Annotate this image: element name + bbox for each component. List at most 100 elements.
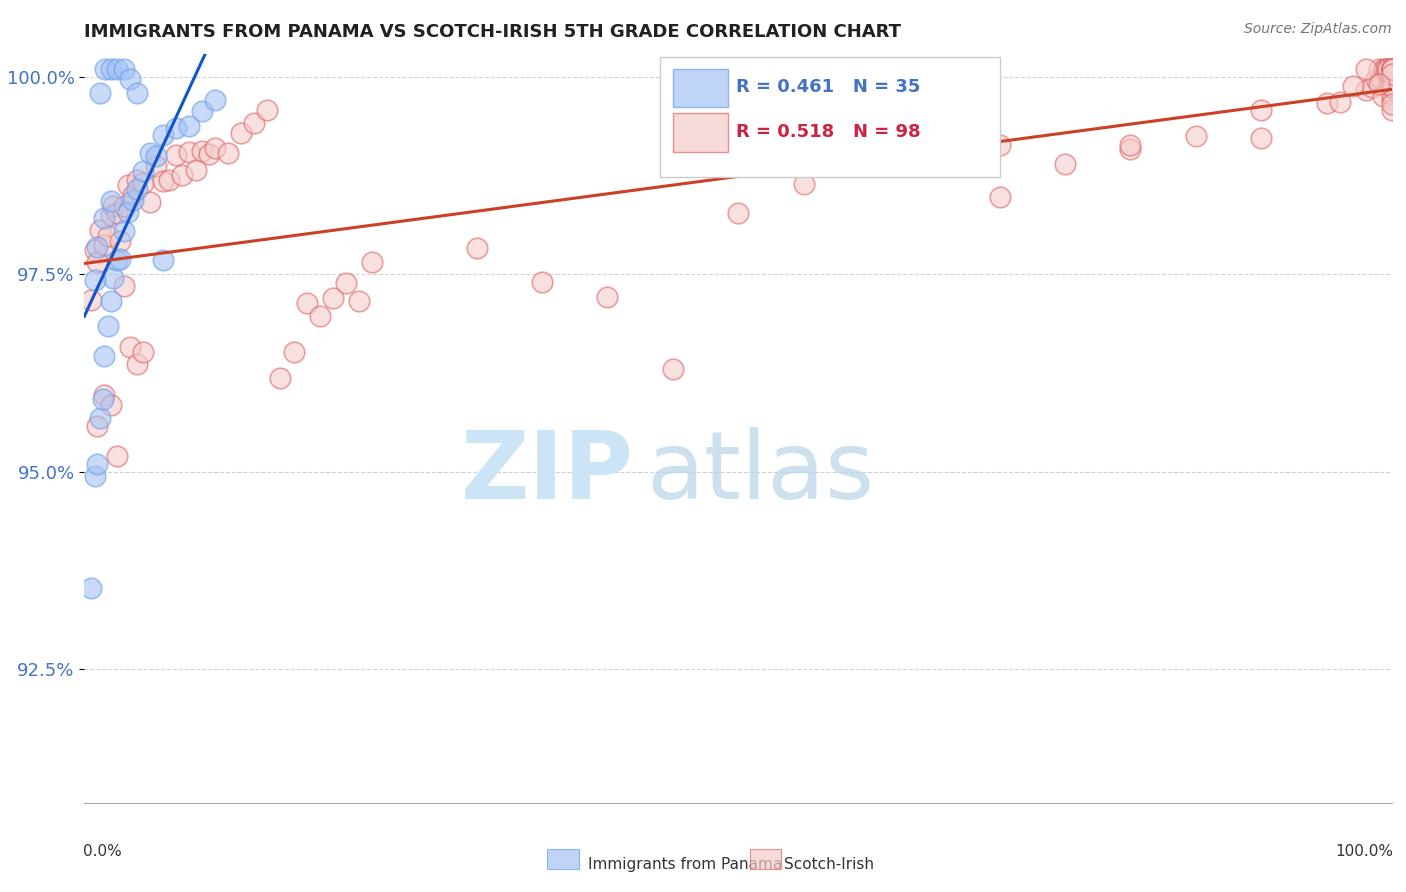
Point: [1381, 79, 1403, 94]
Point: [308, 309, 330, 323]
Point: [100, 293, 122, 308]
Point: [86, 458, 108, 472]
Point: [112, 62, 135, 77]
Point: [1381, 62, 1403, 77]
Point: [93, 350, 115, 364]
Point: [125, 357, 148, 371]
Point: [596, 290, 619, 304]
Point: [93, 211, 115, 226]
Point: [1250, 131, 1272, 145]
Point: [1250, 103, 1272, 117]
Text: ZIP: ZIP: [461, 427, 634, 519]
Point: [138, 146, 162, 161]
Point: [256, 103, 278, 117]
Point: [101, 271, 124, 285]
Point: [105, 449, 128, 463]
Point: [1372, 62, 1395, 77]
Point: [347, 294, 370, 309]
Point: [100, 398, 122, 412]
Point: [152, 174, 174, 188]
Point: [121, 193, 143, 207]
Point: [1381, 87, 1403, 101]
Point: [1371, 89, 1393, 103]
Point: [1376, 62, 1399, 77]
Point: [165, 121, 187, 136]
Point: [89, 223, 111, 237]
Point: [204, 93, 226, 107]
FancyBboxPatch shape: [547, 848, 579, 869]
Point: [335, 277, 357, 291]
Point: [191, 104, 214, 119]
Point: [145, 159, 167, 173]
Point: [1371, 71, 1393, 86]
Point: [204, 140, 226, 154]
Point: [988, 190, 1011, 204]
Point: [465, 241, 488, 255]
Point: [1381, 62, 1403, 77]
Point: [93, 238, 115, 252]
Point: [1381, 62, 1403, 77]
Point: [100, 62, 122, 77]
Point: [105, 252, 128, 267]
Point: [1119, 137, 1142, 152]
Text: Source: ZipAtlas.com: Source: ZipAtlas.com: [1244, 22, 1392, 37]
Point: [108, 234, 131, 248]
Text: 100.0%: 100.0%: [1336, 844, 1393, 859]
Point: [1368, 62, 1391, 77]
Point: [83, 273, 105, 287]
Point: [988, 137, 1011, 152]
Point: [727, 206, 749, 220]
Point: [177, 119, 200, 133]
Point: [1375, 62, 1398, 77]
Point: [97, 229, 120, 244]
Point: [91, 392, 114, 406]
Point: [1354, 62, 1376, 77]
Text: Immigrants from Panama: Immigrants from Panama: [588, 856, 782, 871]
Point: [1365, 72, 1388, 87]
Point: [217, 146, 239, 161]
Point: [152, 128, 174, 142]
Point: [662, 361, 685, 376]
Point: [157, 173, 180, 187]
Point: [120, 72, 142, 87]
Point: [177, 145, 200, 159]
Point: [1054, 157, 1077, 171]
Point: [1329, 95, 1351, 109]
Point: [172, 169, 194, 183]
Point: [231, 126, 253, 140]
Point: [1361, 79, 1384, 94]
Point: [531, 275, 554, 289]
Point: [191, 144, 214, 158]
Point: [112, 199, 135, 213]
Text: R = 0.461   N = 35: R = 0.461 N = 35: [735, 78, 920, 96]
Point: [924, 156, 946, 170]
Point: [138, 195, 162, 210]
Point: [86, 419, 108, 434]
Point: [1381, 78, 1403, 92]
Point: [197, 147, 219, 161]
Point: [86, 255, 108, 269]
Point: [1381, 67, 1403, 81]
Point: [1341, 79, 1364, 94]
Point: [1381, 62, 1403, 77]
Point: [1368, 77, 1391, 91]
Point: [94, 62, 117, 77]
FancyBboxPatch shape: [659, 57, 1000, 178]
Point: [80, 581, 103, 595]
Point: [132, 163, 155, 178]
Point: [112, 224, 135, 238]
Point: [1381, 96, 1403, 111]
Point: [100, 208, 122, 222]
Point: [121, 188, 143, 202]
Point: [108, 252, 131, 266]
Point: [322, 291, 344, 305]
Point: [1381, 62, 1403, 77]
Point: [270, 371, 292, 385]
Point: [1185, 128, 1208, 143]
Point: [125, 86, 148, 100]
Point: [1381, 62, 1403, 77]
Point: [152, 253, 174, 268]
Point: [132, 177, 155, 191]
Text: IMMIGRANTS FROM PANAMA VS SCOTCH-IRISH 5TH GRADE CORRELATION CHART: IMMIGRANTS FROM PANAMA VS SCOTCH-IRISH 5…: [84, 23, 901, 41]
Point: [101, 199, 124, 213]
